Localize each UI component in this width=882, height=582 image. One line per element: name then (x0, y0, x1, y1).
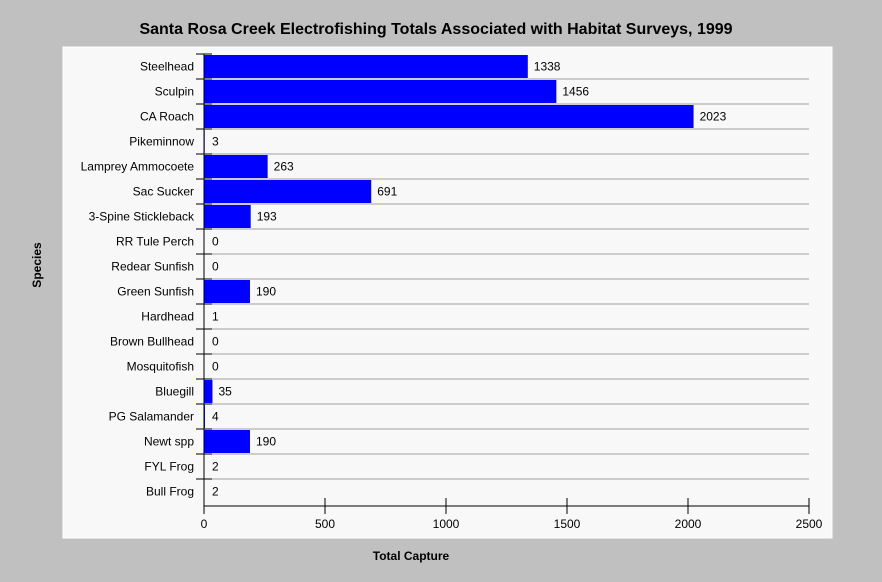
value-label: 4 (212, 410, 219, 424)
value-label: 2 (212, 460, 219, 474)
category-label: 3-Spine Stickleback (89, 210, 195, 224)
category-label: Mosquitofish (127, 360, 194, 374)
value-label: 190 (256, 285, 276, 299)
value-label: 0 (212, 260, 219, 274)
value-label: 1456 (562, 85, 589, 99)
category-label: Sac Sucker (133, 185, 194, 199)
value-label: 190 (256, 435, 276, 449)
category-label: Lamprey Ammocoete (81, 160, 195, 174)
bar (204, 180, 372, 203)
value-label: 0 (212, 360, 219, 374)
bar (204, 155, 268, 178)
value-label: 2 (212, 485, 219, 499)
x-tick-label: 1000 (433, 517, 460, 531)
gridlines (204, 78, 809, 480)
bar (204, 55, 528, 78)
category-label: Pikeminnow (129, 135, 194, 149)
bar (204, 105, 694, 128)
chart-title: Santa Rosa Creek Electrofishing Totals A… (139, 21, 732, 38)
y-axis-title: Species (30, 242, 44, 288)
bar (204, 380, 213, 403)
value-label: 3 (212, 135, 219, 149)
x-tick-label: 500 (315, 517, 335, 531)
category-label: Redear Sunfish (111, 260, 194, 274)
x-tick-label: 1500 (554, 517, 581, 531)
category-label: CA Roach (140, 110, 194, 124)
bar (204, 80, 557, 103)
bar-series (204, 55, 694, 453)
category-label: Bluegill (155, 385, 194, 399)
value-label: 1338 (534, 60, 561, 74)
category-label: Green Sunfish (117, 285, 194, 299)
category-label: RR Tule Perch (116, 235, 194, 249)
category-label: Bull Frog (146, 485, 194, 499)
category-label: Steelhead (140, 60, 194, 74)
category-label: Hardhead (141, 310, 194, 324)
category-label: Brown Bullhead (110, 335, 194, 349)
x-tick-label: 2500 (796, 517, 823, 531)
value-label: 1 (212, 310, 219, 324)
value-label: 263 (274, 160, 294, 174)
category-label: PG Salamander (109, 410, 194, 424)
category-label: FYL Frog (144, 460, 194, 474)
x-tick-label: 0 (201, 517, 208, 531)
x-axis-title: Total Capture (373, 549, 450, 563)
category-label: Sculpin (155, 85, 194, 99)
value-label: 35 (218, 385, 232, 399)
x-tick-label: 2000 (675, 517, 702, 531)
category-labels: Steelhead Sculpin CA Roach Pikeminnow Lampre… (81, 60, 195, 499)
value-label: 0 (212, 235, 219, 249)
value-label: 193 (257, 210, 277, 224)
value-label: 2023 (700, 110, 727, 124)
x-axis: 0 500 1000 1500 2000 2500 (196, 53, 823, 531)
value-label: 0 (212, 335, 219, 349)
category-label: Newt spp (144, 435, 194, 449)
value-label: 691 (377, 185, 397, 199)
bar (204, 205, 251, 228)
bar (204, 430, 250, 453)
bar (204, 280, 250, 303)
